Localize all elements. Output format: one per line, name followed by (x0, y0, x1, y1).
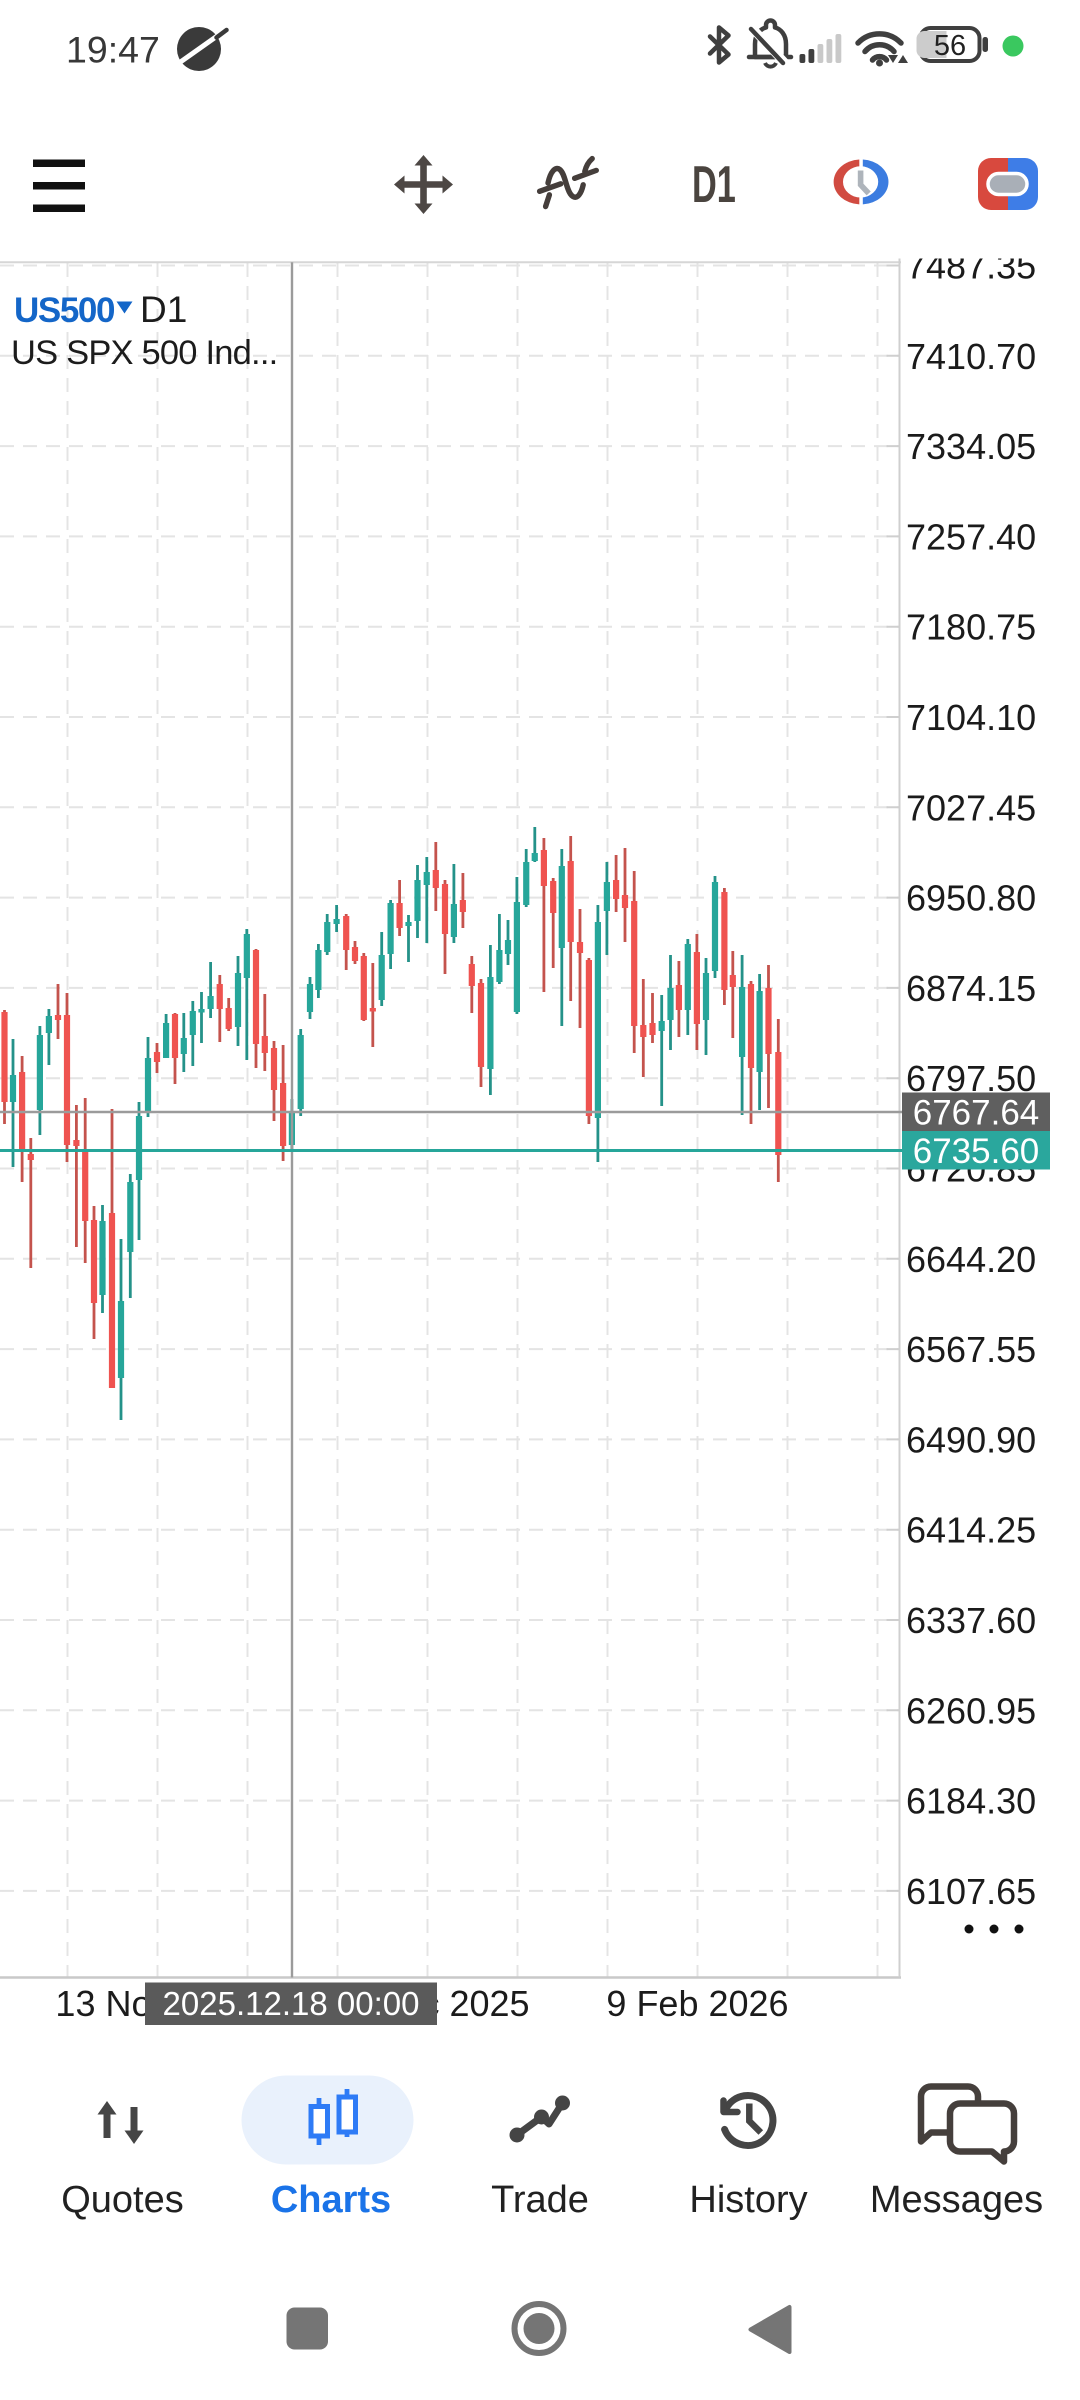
svg-text:7027.45: 7027.45 (906, 787, 1036, 828)
svg-text:D1: D1 (692, 156, 736, 214)
svg-text:6567.55: 6567.55 (906, 1329, 1036, 1370)
svg-text:6767.64: 6767.64 (913, 1094, 1040, 1133)
svg-text:6260.95: 6260.95 (906, 1690, 1036, 1731)
svg-text:Charts: Charts (271, 2179, 391, 2221)
svg-text:History: History (689, 2179, 807, 2221)
svg-text:2025.12.18 00:00: 2025.12.18 00:00 (163, 1985, 420, 2022)
svg-text:6107.65: 6107.65 (906, 1871, 1036, 1912)
svg-text:19:47: 19:47 (66, 29, 160, 71)
svg-text:6414.25: 6414.25 (906, 1510, 1036, 1551)
svg-text:6490.90: 6490.90 (906, 1419, 1036, 1460)
svg-text:6797.50: 6797.50 (906, 1058, 1036, 1099)
svg-text:US SPX 500 Ind...: US SPX 500 Ind... (11, 334, 277, 372)
svg-text:Trade: Trade (491, 2179, 589, 2221)
svg-text:Quotes: Quotes (61, 2179, 184, 2221)
svg-text:7180.75: 7180.75 (906, 607, 1036, 648)
svg-text:6337.60: 6337.60 (906, 1600, 1036, 1641)
svg-text:6644.20: 6644.20 (906, 1239, 1036, 1280)
svg-text:6735.60: 6735.60 (913, 1132, 1040, 1171)
svg-text:Messages: Messages (870, 2179, 1043, 2221)
svg-text:56: 56 (934, 30, 966, 62)
svg-text:7104.10: 7104.10 (906, 697, 1036, 738)
svg-text:7334.05: 7334.05 (906, 426, 1036, 467)
svg-text:D1: D1 (140, 289, 187, 330)
svg-text:6950.80: 6950.80 (906, 878, 1036, 919)
svg-text:6184.30: 6184.30 (906, 1781, 1036, 1822)
svg-text:6874.15: 6874.15 (906, 968, 1036, 1009)
svg-text:US500: US500 (14, 291, 115, 330)
svg-text:9 Feb 2026: 9 Feb 2026 (606, 1983, 788, 2024)
svg-text:7410.70: 7410.70 (906, 336, 1036, 377)
svg-text:7257.40: 7257.40 (906, 516, 1036, 557)
